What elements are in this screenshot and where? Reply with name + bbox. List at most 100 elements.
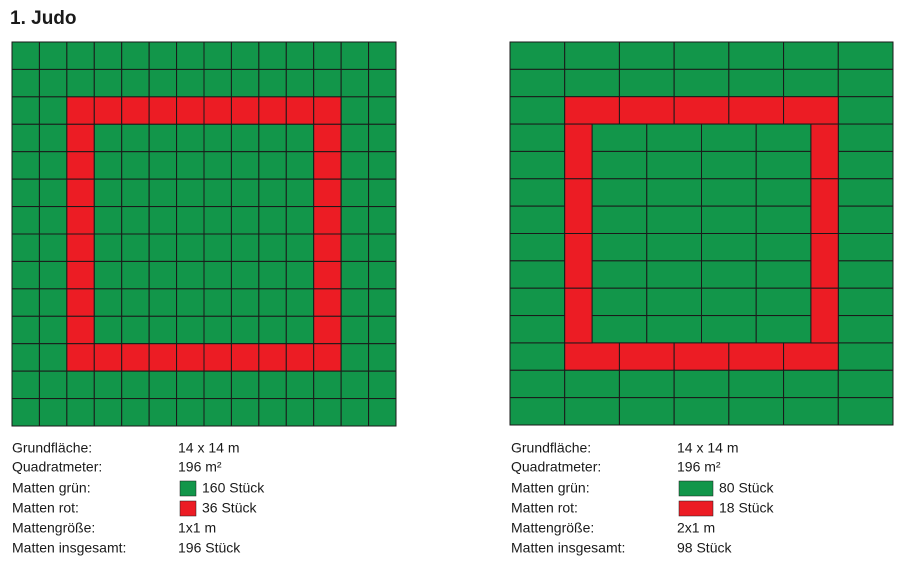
mat <box>368 206 397 235</box>
mat <box>618 41 675 70</box>
mat <box>66 151 95 180</box>
mat <box>93 206 123 235</box>
mat <box>176 206 205 235</box>
info-value: 196 m² <box>677 459 721 475</box>
mat <box>93 68 123 98</box>
mat <box>285 151 315 180</box>
mat <box>728 342 785 371</box>
mat <box>673 397 730 426</box>
mat <box>368 398 397 427</box>
mat <box>340 315 370 345</box>
mat <box>728 397 785 426</box>
mat <box>340 151 370 180</box>
mat <box>258 288 287 317</box>
mat <box>673 369 730 399</box>
mat <box>148 151 178 180</box>
mat <box>837 205 894 234</box>
mat <box>591 150 648 180</box>
mat <box>203 123 232 153</box>
mat <box>203 398 232 427</box>
color-swatch <box>179 500 197 517</box>
mat <box>258 178 287 208</box>
mat <box>121 178 150 208</box>
mat <box>701 260 757 289</box>
mat <box>38 233 68 262</box>
mat <box>673 41 730 70</box>
mat <box>509 287 566 317</box>
info-label: Matten insgesamt: <box>12 540 126 556</box>
mat <box>38 178 68 208</box>
info-label: Mattengröße: <box>511 520 594 536</box>
mat <box>313 41 342 70</box>
mat <box>368 315 397 345</box>
mat <box>646 233 702 262</box>
info-label: Matten insgesamt: <box>511 540 625 556</box>
mat <box>368 123 397 153</box>
mat <box>93 41 123 70</box>
mat <box>837 287 894 317</box>
mat <box>837 178 894 207</box>
mat <box>755 315 812 344</box>
mat <box>340 288 370 317</box>
mat <box>66 370 95 400</box>
mat <box>285 96 315 125</box>
mat <box>564 342 620 371</box>
mat <box>564 287 593 344</box>
mat <box>701 315 757 344</box>
mat <box>258 233 287 262</box>
mat <box>673 68 730 98</box>
mat <box>701 233 757 262</box>
mat <box>230 206 260 235</box>
info-value: 18 Stück <box>719 500 774 516</box>
mat <box>176 96 205 125</box>
mat <box>755 123 812 152</box>
mat <box>93 288 123 317</box>
mat <box>38 96 68 125</box>
mat <box>258 370 287 400</box>
mat <box>148 123 178 153</box>
mat <box>203 343 232 372</box>
mat <box>564 68 620 98</box>
mat <box>230 151 260 180</box>
mat <box>340 96 370 125</box>
mat <box>313 123 342 153</box>
mat <box>837 150 894 180</box>
mat <box>121 123 150 153</box>
mat <box>203 41 232 70</box>
mat <box>837 233 894 262</box>
mat <box>313 343 342 372</box>
mat <box>230 288 260 317</box>
mat <box>810 287 839 344</box>
mat <box>313 370 342 400</box>
mat <box>148 233 178 262</box>
mat <box>38 315 68 345</box>
info-label: Matten grün: <box>511 480 590 496</box>
mat <box>66 398 95 427</box>
mat <box>66 206 95 235</box>
mat <box>176 288 205 317</box>
mat <box>93 260 123 290</box>
mat <box>203 96 232 125</box>
mat <box>66 96 95 125</box>
mat <box>203 151 232 180</box>
mat <box>121 315 150 345</box>
mat <box>701 178 757 207</box>
mat <box>66 315 95 345</box>
mat <box>230 178 260 208</box>
mat <box>783 342 839 371</box>
mat <box>38 41 68 70</box>
mat <box>11 398 40 427</box>
mat <box>11 315 40 345</box>
mat <box>509 397 566 426</box>
mat <box>203 260 232 290</box>
mat <box>313 288 342 317</box>
mat <box>148 206 178 235</box>
mat <box>368 96 397 125</box>
mat <box>285 123 315 153</box>
mat <box>837 260 894 289</box>
info-label: Mattengröße: <box>12 520 95 536</box>
mat <box>837 315 894 344</box>
mat <box>285 206 315 235</box>
mat <box>258 68 287 98</box>
mat <box>121 96 150 125</box>
